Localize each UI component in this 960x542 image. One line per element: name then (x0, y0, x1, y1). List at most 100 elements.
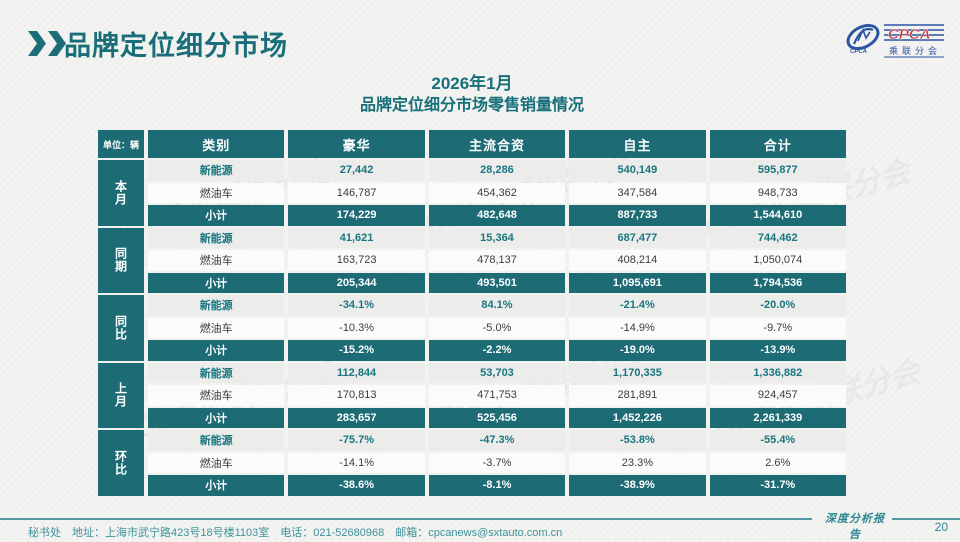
value-cell: 408,214 (569, 250, 706, 271)
subtotal-value-cell: 887,733 (569, 205, 706, 226)
unit-label: 单位：辆 (98, 130, 144, 158)
value-cell: -21.4% (569, 295, 706, 316)
page-title: 品牌定位细分市场 (64, 31, 288, 61)
subtotal-value-cell: 493,501 (428, 272, 566, 293)
value-cell: 15,364 (428, 227, 566, 248)
svg-text:乘联分会: 乘联分会 (889, 45, 941, 56)
value-cell: 924,457 (709, 385, 846, 406)
value-cell: 170,813 (288, 385, 425, 406)
column-header: 豪华 (288, 130, 425, 158)
chevron-right-icon (48, 31, 66, 56)
subtotal-value-cell: -15.2% (288, 340, 425, 361)
value-cell: -55.4% (709, 430, 846, 451)
value-cell: -14.1% (288, 452, 425, 473)
value-cell: 41,621 (288, 227, 425, 248)
subtotal-value-cell: 1,544,610 (709, 205, 846, 226)
category-cell: 燃油车 (148, 250, 285, 271)
footer-divider (0, 518, 812, 520)
value-cell: 23.3% (569, 452, 706, 473)
value-cell: 687,477 (569, 227, 706, 248)
subtotal-label-cell: 小计 (148, 340, 285, 361)
subtotal-value-cell: 1,452,226 (569, 407, 706, 428)
category-cell: 燃油车 (148, 182, 285, 203)
double-chevron-icon (28, 31, 68, 56)
subtotal-label-cell: 小计 (148, 475, 285, 496)
cpca-logo: CPCA CPCA 乘联分会 (842, 17, 946, 65)
value-cell: 53,703 (428, 362, 566, 383)
subtotal-value-cell: 482,648 (428, 205, 566, 226)
group-label: 环比 (98, 430, 144, 496)
group-label: 上月 (98, 362, 144, 428)
category-cell: 新能源 (148, 227, 285, 248)
subtotal-value-cell: 2,261,339 (709, 407, 846, 428)
logo-swoosh-icon: CPCA (846, 24, 880, 55)
subtotal-value-cell: -13.9% (709, 340, 846, 361)
value-cell: 948,733 (709, 182, 846, 203)
category-cell: 新能源 (148, 362, 285, 383)
subtotal-value-cell: -2.2% (428, 340, 566, 361)
subtotal-value-cell: -8.1% (428, 475, 566, 496)
value-cell: 744,462 (709, 227, 846, 248)
value-cell: -10.3% (288, 317, 425, 338)
svg-text:CPCA: CPCA (850, 49, 867, 55)
value-cell: -5.0% (428, 317, 566, 338)
value-cell: 112,844 (288, 362, 425, 383)
sales-table: 单位：辆 类别 豪华 主流合资 自主 合计 本月 新能源 27,442 28,286 540,149… (98, 130, 846, 496)
value-cell: 595,877 (709, 160, 846, 181)
svg-text:CPCA: CPCA (888, 26, 931, 43)
footer-divider-right (892, 518, 960, 520)
value-cell: -20.0% (709, 295, 846, 316)
value-cell: -47.3% (428, 430, 566, 451)
value-cell: 1,336,882 (709, 362, 846, 383)
subtotal-label-cell: 小计 (148, 205, 285, 226)
subtotal-value-cell: -31.7% (709, 475, 846, 496)
table-title: 2026年1月 品牌定位细分市场零售销量情况 (98, 73, 846, 116)
value-cell: 1,050,074 (709, 250, 846, 271)
column-header: 类别 (148, 130, 285, 158)
value-cell: 1,170,335 (569, 362, 706, 383)
subtotal-label-cell: 小计 (148, 272, 285, 293)
subtotal-value-cell: 283,657 (288, 407, 425, 428)
subtotal-value-cell: 174,229 (288, 205, 425, 226)
subtotal-value-cell: 205,344 (288, 272, 425, 293)
column-header: 自主 (569, 130, 706, 158)
value-cell: 478,137 (428, 250, 566, 271)
logo-wordmark: CPCA 乘联分会 (884, 24, 944, 58)
category-cell: 燃油车 (148, 317, 285, 338)
value-cell: -3.7% (428, 452, 566, 473)
subtotal-value-cell: 1,095,691 (569, 272, 706, 293)
category-cell: 新能源 (148, 295, 285, 316)
value-cell: -53.8% (569, 430, 706, 451)
subtotal-value-cell: 525,456 (428, 407, 566, 428)
cpca-logo-graphic: CPCA CPCA 乘联分会 (846, 24, 944, 58)
subtotal-value-cell: -19.0% (569, 340, 706, 361)
value-cell: -75.7% (288, 430, 425, 451)
value-cell: -34.1% (288, 295, 425, 316)
footer-contact-info: 秘书处 地址：上海市武宁路423号18号楼1103室 电话：021-526809… (28, 527, 563, 539)
value-cell: 163,723 (288, 250, 425, 271)
category-cell: 新能源 (148, 160, 285, 181)
value-cell: -9.7% (709, 317, 846, 338)
subtotal-value-cell: -38.9% (569, 475, 706, 496)
group-label: 同比 (98, 295, 144, 361)
value-cell: 540,149 (569, 160, 706, 181)
category-cell: 燃油车 (148, 385, 285, 406)
value-cell: 347,584 (569, 182, 706, 203)
chevron-right-icon (28, 31, 46, 56)
value-cell: 2.6% (709, 452, 846, 473)
group-label: 同期 (98, 227, 144, 293)
value-cell: 84.1% (428, 295, 566, 316)
subtotal-value-cell: 1,794,536 (709, 272, 846, 293)
value-cell: 454,362 (428, 182, 566, 203)
group-label: 本月 (98, 160, 144, 226)
table-title-month: 2026年1月 (431, 74, 513, 93)
category-cell: 燃油车 (148, 452, 285, 473)
column-header: 主流合资 (428, 130, 566, 158)
column-header: 合计 (709, 130, 846, 158)
footer-report-label: 深度分析报告 (825, 513, 885, 541)
value-cell: 27,442 (288, 160, 425, 181)
category-cell: 新能源 (148, 430, 285, 451)
value-cell: -14.9% (569, 317, 706, 338)
page-number: 20 (934, 520, 948, 534)
